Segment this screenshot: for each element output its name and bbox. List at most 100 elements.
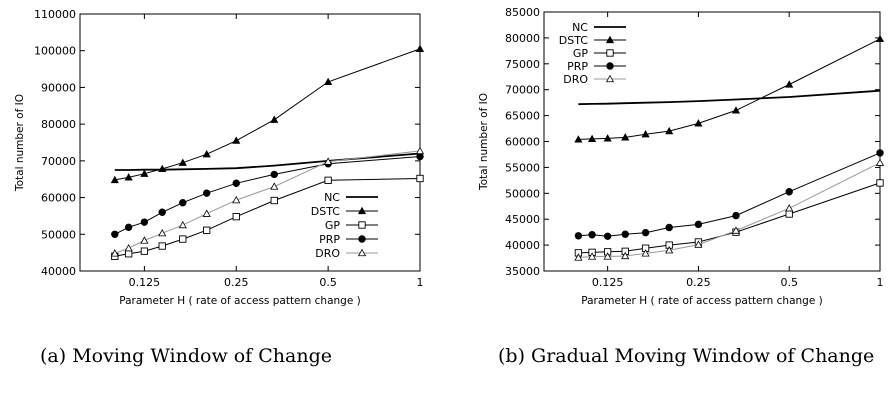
data-point-dstc <box>587 134 597 143</box>
series-dro <box>110 146 425 257</box>
legend-marker-dro <box>605 74 615 83</box>
data-point-dstc <box>574 135 583 143</box>
data-point-prp <box>665 223 673 232</box>
series-prp <box>574 149 884 240</box>
data-point-prp <box>140 218 149 226</box>
data-point-dro <box>270 182 279 190</box>
data-point-dro <box>415 146 425 155</box>
series-nc <box>114 152 421 171</box>
legend-marker-prp <box>606 62 614 70</box>
data-point-dstc <box>731 106 741 114</box>
series-line-dstc <box>578 38 881 140</box>
legend-marker-dro <box>357 248 367 257</box>
data-point-prp <box>124 223 133 232</box>
series-prp <box>111 152 424 238</box>
data-point-gp <box>785 210 793 218</box>
data-point-prp <box>202 189 211 197</box>
data-point-dro <box>324 157 333 165</box>
x-tick-label: 0.5 <box>780 276 798 289</box>
chart-a: 40000 50000 60000 70000 80000 90000 100000 1100… <box>14 8 425 307</box>
chart-b: 35000 40000 45000 50000 55000 60000 65000 70000… <box>478 6 885 307</box>
series-dstc <box>110 44 425 184</box>
data-point-dstc <box>621 133 630 141</box>
y-tick-label: 60000 <box>505 136 540 149</box>
data-point-gp <box>158 242 166 250</box>
data-point-prp <box>588 231 596 239</box>
y-tick-label: 110000 <box>34 8 76 21</box>
data-point-dro <box>665 246 674 254</box>
series-line-prp <box>578 152 881 237</box>
data-point-prp <box>574 232 583 240</box>
y-tick-label: 45000 <box>505 213 540 226</box>
data-point-dstc <box>415 44 425 52</box>
data-point-dro <box>641 249 650 257</box>
data-point-dstc <box>232 136 241 144</box>
data-point-gp <box>324 176 332 184</box>
data-point-dstc <box>270 115 279 123</box>
legend-label-nc: NC <box>572 21 588 34</box>
legend-label-dro: DRO <box>315 247 340 260</box>
data-point-dstc <box>875 34 885 43</box>
data-point-dro <box>124 244 133 252</box>
legend-marker-dstc <box>357 206 367 215</box>
data-point-dro <box>621 251 630 260</box>
series-gp <box>574 179 884 257</box>
data-point-dro <box>603 252 612 260</box>
data-point-prp <box>179 199 187 207</box>
data-point-gp <box>270 196 278 205</box>
legend-marker-dstc <box>605 35 615 44</box>
data-point-prp <box>111 230 119 238</box>
plot-frame <box>79 13 421 272</box>
series-dstc <box>574 34 885 143</box>
data-point-gp <box>876 179 884 187</box>
data-point-dro <box>110 249 119 257</box>
y-tick-label: 80000 <box>505 32 540 45</box>
legend-label-dstc: DSTC <box>559 34 589 47</box>
series-line-dro <box>114 150 421 254</box>
data-point-prp <box>158 208 166 216</box>
data-point-dstc <box>158 164 167 173</box>
series-gp <box>111 174 424 260</box>
legend-marker-gp <box>358 221 366 229</box>
data-point-dro <box>694 240 703 248</box>
data-point-gp <box>416 174 424 183</box>
data-point-dro <box>587 252 597 260</box>
x-axis-label: Parameter H ( rate of access pattern cha… <box>581 295 822 307</box>
series-line-dstc <box>114 48 421 181</box>
y-tick-label: 40000 <box>41 265 76 278</box>
y-tick-label: 75000 <box>505 58 540 71</box>
y-tick-label: 40000 <box>505 239 540 252</box>
data-point-dro <box>178 220 187 229</box>
x-tick-label: 0.25 <box>686 276 711 289</box>
legend-label-dro: DRO <box>563 73 588 86</box>
data-point-dro <box>785 204 794 212</box>
data-point-dstc <box>140 169 149 177</box>
data-point-dro <box>232 195 241 204</box>
legend-label-prp: PRP <box>567 60 588 73</box>
y-tick-label: 80000 <box>41 118 76 131</box>
y-tick-label: 60000 <box>41 192 76 205</box>
y-tick-label: 85000 <box>505 6 540 19</box>
y-tick-label: 65000 <box>505 110 540 123</box>
legend-label-gp: GP <box>325 219 341 232</box>
x-tick-label: 1 <box>417 276 424 289</box>
data-point-dro <box>140 236 149 244</box>
data-point-gp <box>124 250 133 258</box>
data-point-dstc <box>124 173 133 181</box>
legend-label-nc: NC <box>324 191 340 204</box>
data-point-dstc <box>178 158 187 166</box>
data-point-dro <box>875 158 885 166</box>
data-point-dstc <box>110 175 119 184</box>
y-tick-label: 50000 <box>505 187 540 200</box>
x-tick-label: 0.125 <box>592 276 624 289</box>
caption-b: (b) Gradual Moving Window of Change <box>498 345 875 367</box>
y-tick-label: 50000 <box>41 228 76 241</box>
series-line-gp <box>578 182 881 254</box>
data-point-prp <box>732 211 740 220</box>
y-tick-label: 90000 <box>41 81 76 94</box>
x-tick-label: 0.125 <box>129 276 161 289</box>
data-point-prp <box>232 179 240 187</box>
data-point-prp <box>416 152 424 161</box>
data-point-prp <box>603 232 612 240</box>
data-point-dro <box>731 226 741 234</box>
